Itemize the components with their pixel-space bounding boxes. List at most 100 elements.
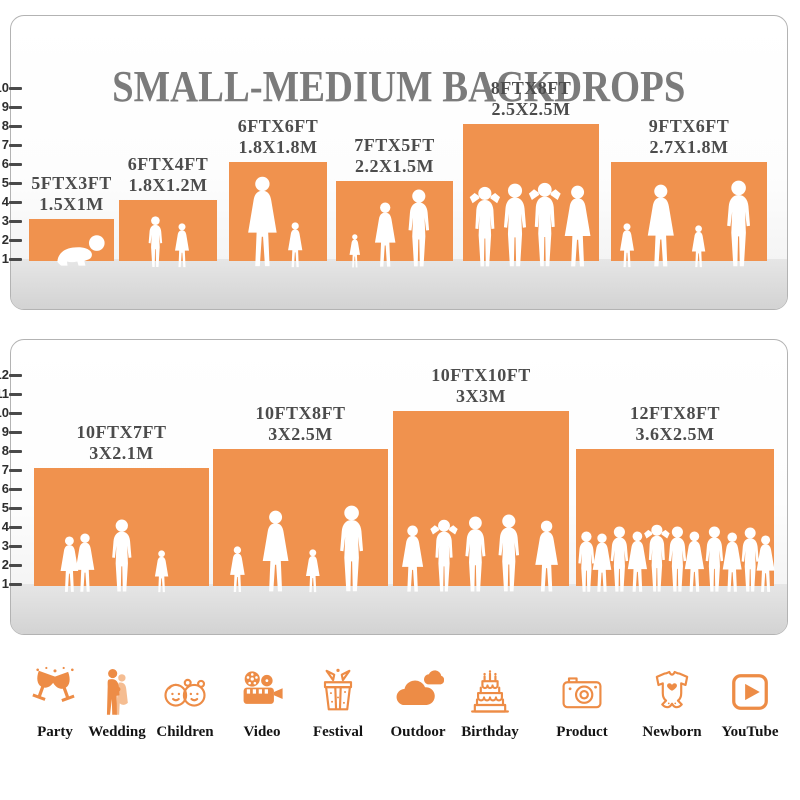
youtube-play-icon: [724, 666, 776, 718]
person-silhouette-man: [107, 519, 137, 593]
y-axis-tick-3: [9, 219, 22, 224]
y-axis-tick-9: [9, 430, 22, 435]
category-newborn: Newborn: [627, 666, 717, 741]
person-silhouette-girl: [618, 223, 636, 268]
y-axis-tick-4: [9, 200, 22, 205]
category-label: Outdoor: [390, 724, 446, 740]
y-axis-label-1: 1: [1, 251, 9, 266]
backdrop-bar-7ftx5ft: 7FTX5FT 2.2X1.5M: [336, 135, 453, 261]
person-silhouette-girl: [348, 234, 362, 268]
y-axis-tick-1: [9, 582, 22, 587]
person-silhouette-man: [403, 189, 435, 268]
y-axis-label-2: 2: [1, 232, 9, 247]
person-silhouette-girl: [228, 546, 247, 593]
backdrop-bar-10ftx8ft: 10FTX8FT 3X2.5M: [213, 403, 388, 586]
person-silhouette-woman: [561, 185, 594, 268]
size-feet-label: 12FTX8FT: [629, 402, 721, 423]
y-axis-label-10: 10: [0, 405, 9, 420]
person-silhouette-man: [334, 505, 369, 593]
size-meters-label: 3.6X2.5M: [635, 423, 715, 444]
category-children: Children: [140, 666, 230, 741]
y-axis-label-7: 7: [1, 462, 9, 477]
floor-band: [11, 259, 787, 309]
y-axis-label-6: 6: [1, 156, 9, 171]
category-video: Video: [217, 666, 307, 741]
y-axis-label-10: 10: [0, 80, 9, 95]
size-meters-label: 1.5X1M: [39, 193, 104, 214]
y-axis-tick-12: [9, 373, 22, 378]
y-axis-label-8: 8: [1, 118, 9, 133]
person-silhouette-man: [721, 180, 756, 268]
size-feet-label: 5FTX3FT: [31, 172, 112, 193]
size-feet-label: 10FTX10FT: [431, 364, 531, 385]
y-axis-tick-6: [9, 487, 22, 492]
birthday-cake-icon: [464, 666, 516, 718]
size-meters-label: 2.2X1.5M: [354, 155, 434, 176]
category-label: Children: [156, 724, 214, 740]
person-silhouette-girl: [286, 222, 304, 268]
bottom-chart-panel: 12345678910111210FTX7FT3X2.1M10FTX8FT3X2…: [0, 339, 788, 635]
y-axis-tick-3: [9, 544, 22, 549]
bar-size-label: 10FTX8FT 3X2.5M: [255, 403, 345, 445]
size-meters-label: 3X3M: [455, 385, 506, 406]
y-axis-label-2: 2: [1, 557, 9, 572]
size-feet-label: 8FTX8FT: [490, 77, 572, 98]
category-outdoor: Outdoor: [373, 666, 463, 741]
y-axis-label-3: 3: [1, 538, 9, 553]
category-label: Newborn: [642, 724, 702, 740]
category-label: Party: [37, 724, 73, 740]
category-festival: Festival: [293, 666, 383, 741]
y-axis-label-7: 7: [1, 137, 9, 152]
bar-size-label: 10FTX7FT 3X2.1M: [76, 422, 166, 464]
y-axis-label-8: 8: [1, 443, 9, 458]
backdrop-bar-12ftx8ft: 12FTX8FT 3.6X2.5M: [576, 403, 774, 586]
person-silhouette-woman: [532, 520, 561, 593]
size-feet-label: 6FTX6FT: [237, 115, 319, 136]
y-axis-tick-1: [9, 257, 22, 262]
y-axis-tick-8: [9, 124, 22, 129]
person-silhouette-manup: [427, 519, 461, 593]
children-faces-icon: [159, 666, 211, 718]
person-silhouette-man: [460, 516, 491, 593]
person-silhouette-woman: [73, 533, 97, 593]
y-axis-tick-9: [9, 105, 22, 110]
size-meters-label: 3X2.1M: [89, 442, 154, 463]
category-product: Product: [537, 666, 627, 741]
category-label: Wedding: [88, 724, 146, 740]
y-axis-label-5: 5: [1, 500, 9, 515]
person-silhouette-woman: [372, 202, 398, 268]
size-meters-label: 2.5X2.5M: [491, 98, 571, 119]
baby-onesie-icon: [646, 666, 698, 718]
bar-size-label: 7FTX5FT 2.2X1.5M: [354, 135, 435, 177]
category-party: Party: [10, 666, 100, 741]
bar-size-label: 9FTX6FT 2.7X1.8M: [649, 116, 730, 158]
category-wedding: Wedding: [72, 666, 162, 741]
y-axis-tick-10: [9, 411, 22, 416]
y-axis-label-1: 1: [1, 576, 9, 591]
bar-size-label: 6FTX6FT 1.8X1.8M: [238, 116, 319, 158]
person-silhouette-woman: [754, 535, 777, 593]
bar-size-label: 8FTX8FT 2.5X2.5M: [491, 78, 572, 120]
floor-band: [11, 584, 787, 634]
clouds-icon: [392, 666, 444, 718]
y-axis-label-9: 9: [1, 99, 9, 114]
y-axis-tick-2: [9, 563, 22, 568]
person-silhouette-manup: [525, 182, 565, 268]
y-axis-label-12: 12: [0, 367, 9, 382]
person-silhouette-woman: [259, 510, 292, 593]
person-silhouette-boy: [145, 216, 166, 268]
size-feet-label: 7FTX5FT: [354, 134, 435, 155]
backdrop-bar-10ftx7ft: 10FTX7FT 3X2.1M: [34, 422, 209, 586]
category-youtube: YouTube: [705, 666, 795, 741]
y-axis-label-6: 6: [1, 481, 9, 496]
bar-size-label: 6FTX4FT 1.8X1.2M: [128, 154, 209, 196]
backdrop-bar-5ftx3ft: 5FTX3FT 1.5X1M: [29, 173, 114, 261]
page-title: SMALL-MEDIUM BACKDROPS: [112, 62, 686, 112]
y-axis-label-4: 4: [1, 194, 9, 209]
person-silhouette-woman: [399, 525, 426, 593]
category-label: Video: [243, 724, 281, 740]
backdrop-bar-10ftx10ft: 10FTX10FT 3X3M: [393, 365, 569, 586]
y-axis-tick-8: [9, 449, 22, 454]
y-axis-tick-2: [9, 238, 22, 243]
size-feet-label: 10FTX7FT: [76, 421, 167, 442]
